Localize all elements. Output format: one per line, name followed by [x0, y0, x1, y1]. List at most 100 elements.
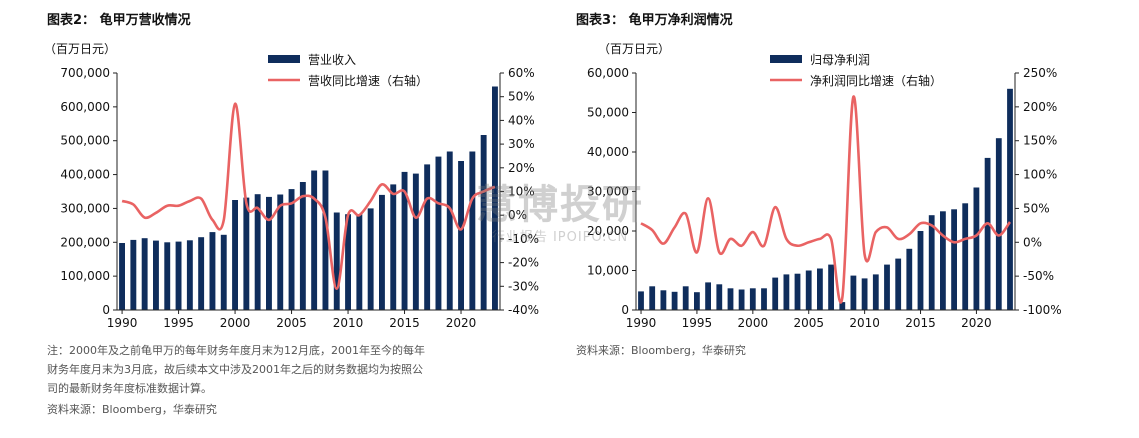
bar-2004 [277, 194, 284, 310]
y-tick-label: 10,000 [587, 264, 629, 278]
bar-2014 [906, 248, 913, 310]
bar-2003 [783, 274, 790, 310]
y-tick-label: 500,000 [60, 134, 110, 148]
chart-title: 图表2： 龟甲万营收情况 [47, 13, 191, 28]
x-tick-label: 2015 [389, 316, 420, 330]
bar-2000 [232, 200, 238, 310]
bar-2021 [984, 157, 991, 310]
bar-2001 [243, 197, 250, 310]
bar-2002 [772, 277, 779, 310]
bar-1997 [716, 284, 723, 310]
x-tick-label: 2010 [333, 316, 364, 330]
bar-2010 [861, 278, 868, 310]
bar-2011 [872, 274, 879, 310]
x-tick-label: 1995 [163, 316, 194, 330]
bar-1998 [727, 288, 734, 310]
chart-note-line: 注：2000年及之前龟甲万的每年财务年度月末为12月底，2001年至今的每年 [47, 344, 425, 357]
x-tick-label: 2020 [961, 316, 992, 330]
bar-2022 [480, 135, 487, 310]
y2-tick-label: 30% [508, 137, 535, 151]
bar-1991 [130, 239, 137, 310]
bar-1994 [164, 242, 171, 310]
y2-tick-label: -30% [508, 279, 539, 293]
y2-tick-label: 0% [1023, 235, 1042, 249]
y-tick-label: 300,000 [60, 201, 110, 215]
bar-2008 [839, 302, 846, 310]
y2-tick-label: 250% [1023, 66, 1057, 80]
chart-note-line: 财务年度月末为3月底，故后续本文中涉及2001年之后的财务数据均为按照公 [47, 363, 423, 376]
bar-2001 [761, 288, 767, 310]
chart-note-line: 司的最新财务年度标准数据计算。 [47, 382, 212, 395]
bar-2020 [973, 187, 980, 310]
y2-tick-label: -20% [508, 256, 539, 270]
y2-tick-label: 50% [508, 90, 535, 104]
bar-1990 [119, 243, 125, 310]
y2-tick-label: 60% [508, 66, 535, 80]
bar-2018 [435, 156, 442, 310]
y-tick-label: 60,000 [587, 66, 629, 80]
bar-2013 [379, 194, 385, 310]
bar-1992 [660, 290, 667, 311]
bar-2016 [928, 215, 935, 310]
bar-2009 [850, 275, 857, 310]
bar-2006 [817, 268, 823, 310]
legend-bar-label: 营业收入 [308, 53, 356, 67]
bar-2004 [794, 273, 801, 310]
bar-2012 [884, 264, 890, 310]
legend-bar-swatch [268, 55, 300, 63]
bar-2005 [288, 189, 295, 310]
legend-line-label: 营收同比增速（右轴） [308, 73, 428, 88]
x-tick-label: 2000 [738, 316, 769, 330]
unit-label: （百万日元） [44, 42, 117, 56]
bar-2007 [311, 170, 318, 310]
y-tick-label: 30,000 [587, 185, 629, 199]
revenue-chart-panel: 图表2： 龟甲万营收情况 （百万日元） 0 100,000 200,000 300,0… [0, 0, 560, 438]
y-tick-label: 20,000 [587, 224, 629, 238]
bar-1994 [682, 286, 689, 310]
bar-1995 [694, 292, 700, 310]
bar-2003 [266, 196, 272, 310]
bar-2019 [962, 203, 969, 310]
bar-1999 [738, 289, 745, 310]
y-tick-label: 100,000 [60, 269, 110, 283]
bar-1993 [153, 240, 159, 310]
legend-line-label: 净利润同比增速（右轴） [810, 73, 942, 88]
x-tick-label: 2015 [905, 316, 936, 330]
bar-2011 [356, 214, 363, 310]
bar-2022 [995, 138, 1002, 310]
bar-2020 [458, 161, 464, 310]
x-tick-label: 1990 [107, 316, 138, 330]
unit-label: （百万日元） [598, 42, 671, 56]
bar-2023 [492, 86, 498, 310]
net-profit-chart-panel: 图表3： 龟甲万净利润情况 （百万日元） 0 10,000 20,000 30,000… [570, 0, 1139, 438]
bar-2015 [401, 171, 408, 310]
bar-2021 [469, 151, 476, 310]
bar-2009 [333, 212, 340, 310]
bar-1990 [638, 291, 644, 310]
y-tick-label: 400,000 [60, 168, 110, 182]
x-tick-label: 2010 [849, 316, 880, 330]
x-tick-label: 2005 [793, 316, 824, 330]
bar-2015 [917, 231, 924, 310]
y-tick-label: 0 [621, 303, 629, 317]
bar-2005 [805, 270, 812, 310]
chart-source: 资料来源：Bloomberg，华泰研究 [576, 344, 746, 357]
bar-2000 [749, 288, 756, 310]
x-tick-label: 2005 [276, 316, 307, 330]
bar-1997 [198, 237, 205, 310]
y-tick-label: 700,000 [60, 66, 110, 80]
bar-1998 [209, 232, 216, 310]
revenue-chart: 0 100,000 200,000 300,000 400,000 500,000 600,… [60, 53, 539, 330]
growth-line [640, 95, 1012, 304]
bar-2012 [367, 208, 374, 310]
y2-tick-label: 40% [508, 113, 535, 127]
y2-tick-label: 50% [1023, 201, 1050, 215]
bar-2017 [424, 164, 431, 310]
growth-line [121, 102, 496, 291]
bar-2010 [345, 214, 351, 310]
x-tick-label: 1995 [682, 316, 713, 330]
bar-1996 [186, 240, 193, 310]
bar-2007 [828, 264, 834, 310]
bar-2018 [951, 209, 957, 310]
bar-1999 [220, 234, 227, 310]
